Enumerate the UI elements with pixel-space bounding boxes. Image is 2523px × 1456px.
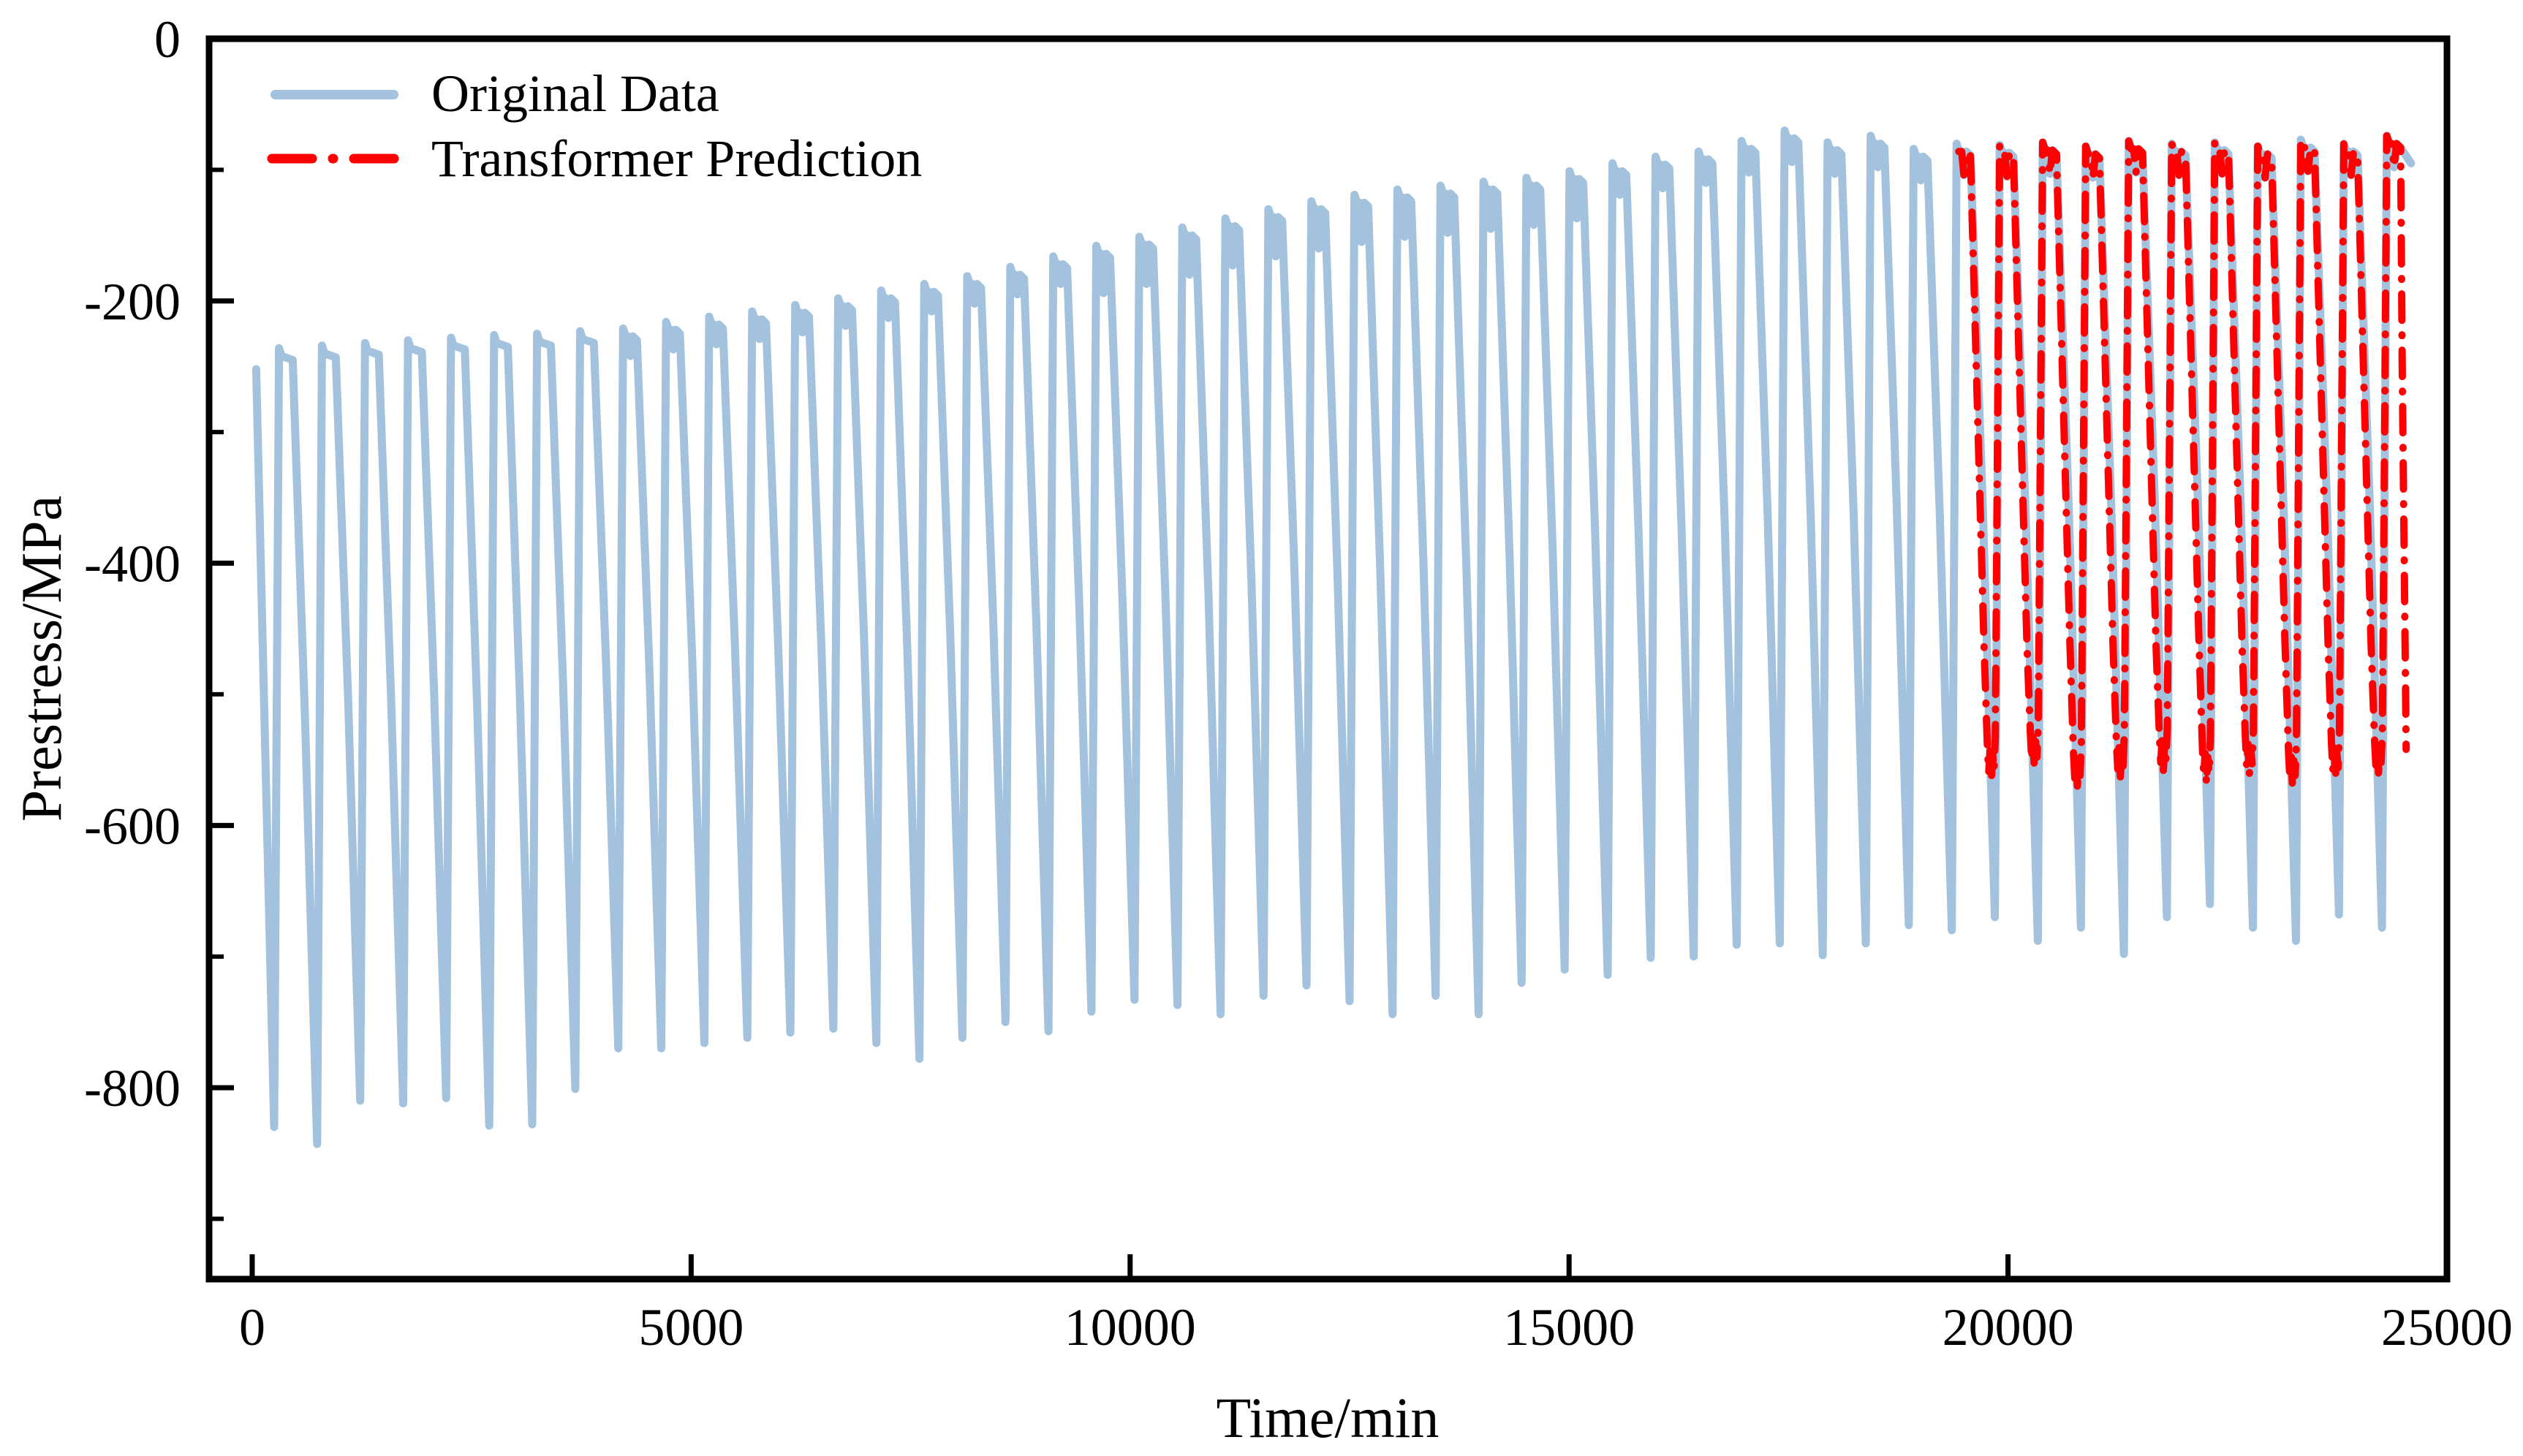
legend-line-sample-original <box>271 90 398 99</box>
y-tick-label: -800 <box>84 1059 181 1118</box>
legend: Original Data Transformer Prediction <box>267 64 922 188</box>
x-tick-label: 10000 <box>1064 1298 1196 1357</box>
plot-frame <box>205 35 2451 1283</box>
y-tick-label: 0 <box>154 10 181 69</box>
series-original-data <box>251 126 2416 1148</box>
y-tick-label: -200 <box>84 273 181 331</box>
x-tick-label: 5000 <box>638 1298 744 1357</box>
y-tick-label: -600 <box>84 797 181 855</box>
x-axis-title: Time/min <box>1217 1386 1440 1449</box>
x-tick-label: 15000 <box>1503 1298 1635 1357</box>
series-transformer-prediction <box>1955 132 2410 790</box>
x-tick-label: 25000 <box>2381 1298 2513 1357</box>
ticks-layer: 0 5000 10000 15000 20000 25000 0 -200 -400 -600 -8… <box>84 10 2513 1357</box>
x-tick-label: 0 <box>239 1298 265 1357</box>
legend-label-original-data: Original Data <box>431 64 719 123</box>
x-tick-label: 20000 <box>1943 1298 2074 1357</box>
y-tick-label: -400 <box>84 535 181 594</box>
y-axis-title: Prestress/MPa <box>10 496 73 822</box>
legend-label-transformer-prediction: Transformer Prediction <box>431 129 922 188</box>
